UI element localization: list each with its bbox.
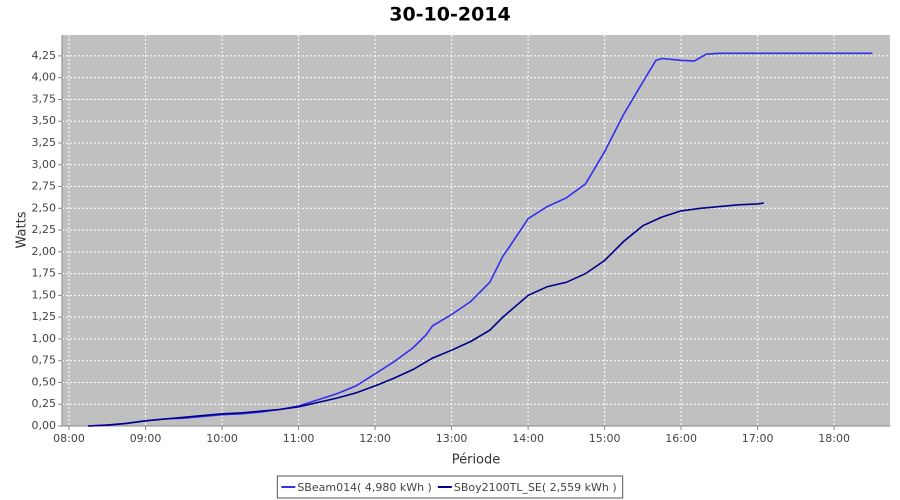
legend-label: SBoy2100TL_SE( 2,559 kWh ) [454,481,617,494]
x-axis-label: Période [452,453,501,468]
y-tick-label: 1,25 [32,310,57,323]
y-tick-label: 2,25 [32,223,57,236]
y-tick-label: 2,75 [32,180,57,193]
y-tick-label: 0,75 [32,354,57,367]
y-tick-label: 0,25 [32,397,57,410]
y-tick-label: 3,75 [32,92,57,105]
x-tick-label: 12:00 [359,432,391,445]
y-axis-label: Watts [15,211,30,248]
x-tick-label: 10:00 [206,432,238,445]
y-tick-label: 1,50 [32,288,57,301]
x-tick-label: 11:00 [283,432,315,445]
y-tick-label: 0,00 [32,419,57,432]
series-line [88,52,873,427]
y-tick-label: 2,50 [32,201,57,214]
y-tick-label: 3,25 [32,136,57,149]
y-tick-label: 3,50 [32,114,57,127]
x-tick-label: 14:00 [512,432,544,445]
y-tick-label: 1,75 [32,267,57,280]
y-tick-label: 0,50 [32,375,57,388]
y-tick-label: 4,00 [32,71,57,84]
y-tick-label: 4,25 [32,49,57,62]
chart-title: 30-10-2014 [389,4,511,26]
x-tick-label: 08:00 [53,432,85,445]
legend: SBeam014( 4,980 kWh ) SBoy2100TL_SE( 2,55… [276,475,624,499]
y-tick-label: 3,00 [32,158,57,171]
y-tick-label: 1,00 [32,332,57,345]
x-tick-label: 09:00 [130,432,162,445]
x-tick-label: 13:00 [436,432,468,445]
series-line [88,202,764,427]
x-tick-label: 17:00 [742,432,774,445]
legend-label: SBeam014( 4,980 kWh ) [297,481,432,494]
x-tick-label: 16:00 [665,432,697,445]
x-tick-label: 18:00 [818,432,850,445]
x-tick-label: 15:00 [589,432,621,445]
y-tick-label: 2,00 [32,245,57,258]
